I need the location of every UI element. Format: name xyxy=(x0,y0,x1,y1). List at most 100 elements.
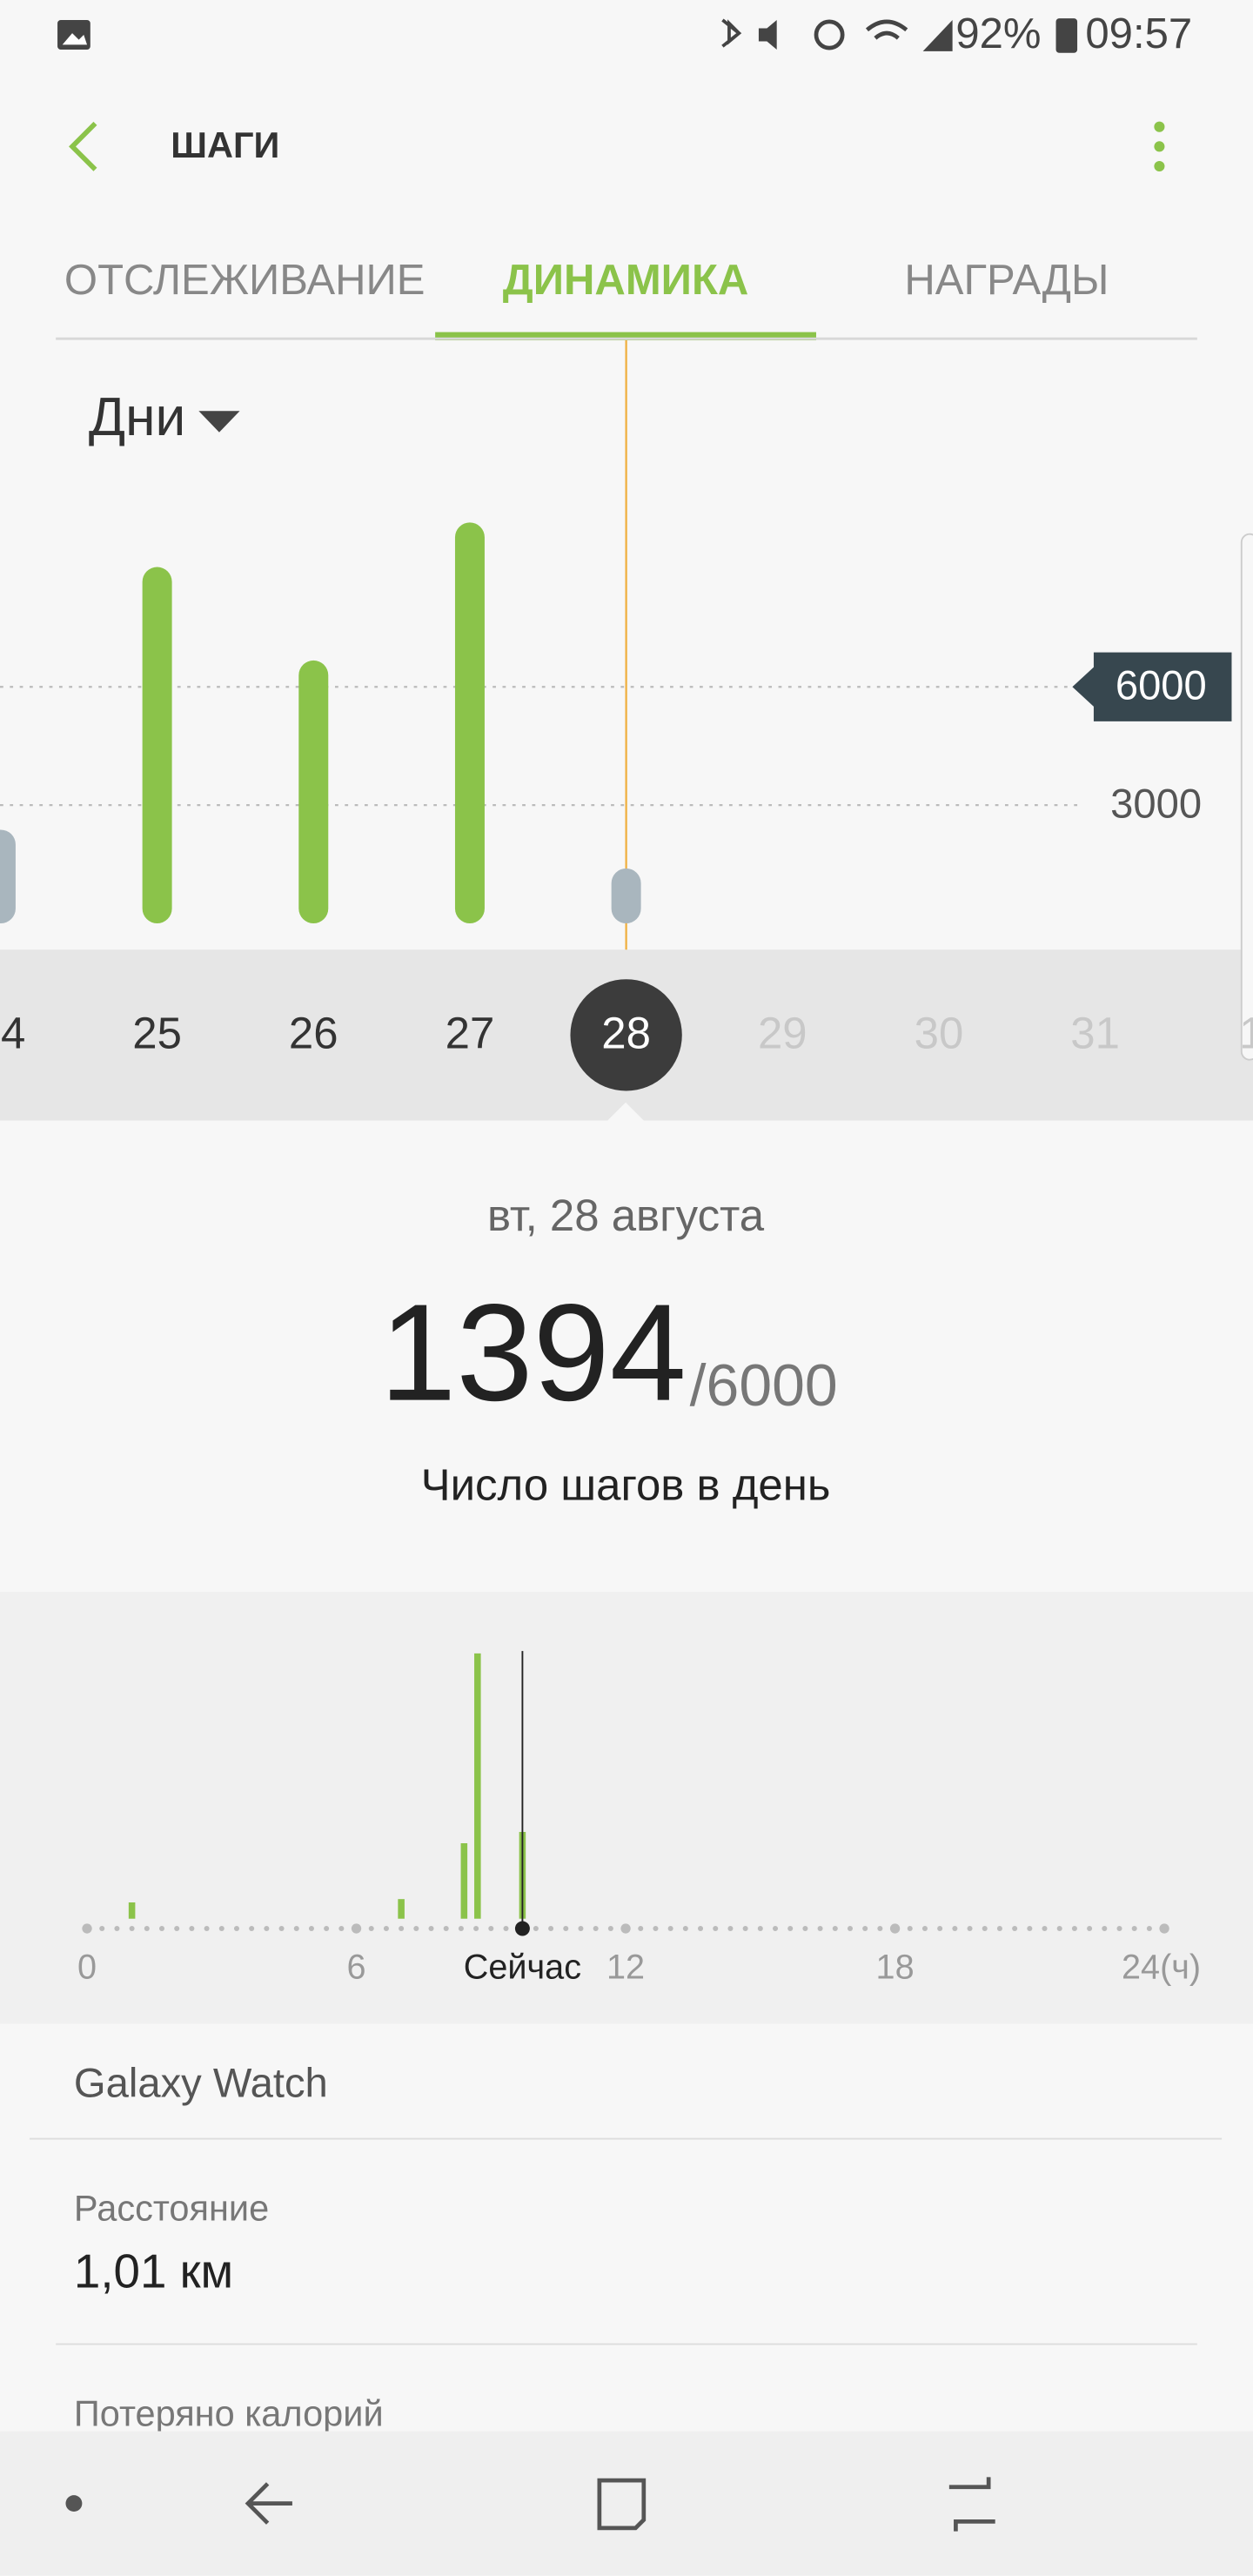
x-tick-label: 6 xyxy=(347,1949,366,1987)
axis-dot xyxy=(982,1926,988,1932)
y-tick-label: 3000 xyxy=(1110,780,1202,826)
screen-title: ШАГИ xyxy=(171,124,279,165)
period-dropdown-arrow[interactable] xyxy=(198,411,240,433)
axis-dot xyxy=(727,1926,734,1932)
nav-recent[interactable] xyxy=(948,2477,995,2532)
tabs: ОТСЛЕЖИВАНИЕ ДИНАМИКА НАГРАДЫ xyxy=(64,257,1109,341)
axis-dot xyxy=(877,1926,883,1932)
axis-dot xyxy=(653,1926,659,1932)
hour-bar xyxy=(128,1902,136,1919)
axis-dot xyxy=(638,1926,644,1932)
axis-dot xyxy=(1056,1926,1062,1932)
day-label[interactable]: 30 xyxy=(915,1009,964,1058)
device-name: Galaxy Watch xyxy=(74,2060,328,2106)
nav-back[interactable] xyxy=(245,2482,292,2525)
axis-dot xyxy=(413,1926,419,1932)
axis-dot xyxy=(548,1926,554,1932)
x-tick-label: 12 xyxy=(606,1949,645,1987)
step-goal: /6000 xyxy=(690,1352,838,1419)
goal-badge xyxy=(1072,652,1232,721)
axis-dot xyxy=(713,1926,719,1932)
more-button[interactable] xyxy=(1154,121,1165,172)
nav-home[interactable] xyxy=(597,2478,647,2531)
day-label[interactable]: 31 xyxy=(1070,1009,1120,1058)
gallery-icon-shape xyxy=(62,33,88,45)
axis-dot xyxy=(1116,1926,1122,1932)
axis-dot xyxy=(1131,1926,1137,1932)
selected-date: вт, 28 августа xyxy=(487,1191,765,1240)
axis-dot xyxy=(563,1926,569,1932)
axis-dot xyxy=(832,1926,838,1932)
clock: 09:57 xyxy=(1085,10,1192,57)
axis-dot xyxy=(787,1926,794,1932)
tab[interactable]: НАГРАДЫ xyxy=(904,257,1109,304)
axis-dot xyxy=(129,1926,135,1932)
selected-day xyxy=(570,979,682,1091)
axis-dot xyxy=(218,1926,224,1932)
nav-bar xyxy=(0,2431,1253,2576)
tab[interactable]: ОТСЛЕЖИВАНИЕ xyxy=(64,257,425,304)
axis-dot xyxy=(533,1926,539,1932)
x-tick-label: 18 xyxy=(876,1949,915,1987)
axis-dot xyxy=(99,1926,105,1932)
axis-dot xyxy=(443,1926,449,1932)
axis-dot xyxy=(338,1926,345,1932)
day-bar xyxy=(142,567,172,924)
axis-dot xyxy=(1102,1926,1108,1932)
axis-dot xyxy=(233,1926,239,1932)
axis-dot xyxy=(952,1926,958,1932)
day-label[interactable]: 1 xyxy=(1239,1009,1253,1058)
axis-dot xyxy=(682,1926,688,1932)
x-tick xyxy=(351,1923,362,1934)
axis-dot xyxy=(1087,1926,1093,1932)
x-tick xyxy=(1159,1923,1169,1934)
day-label[interactable]: 25 xyxy=(132,1009,182,1058)
axis-dot xyxy=(174,1926,180,1932)
axis-dot xyxy=(399,1926,405,1932)
step-count: 1394 xyxy=(379,1275,687,1430)
day-bar xyxy=(611,868,641,924)
axis-dot xyxy=(593,1926,599,1932)
axis-dot xyxy=(503,1926,509,1932)
tab[interactable]: ДИНАМИКА xyxy=(503,257,749,304)
tab-indicator xyxy=(435,332,816,341)
daily-chart: 3000 6000 24 25 26 27 28 29 30 31 1 xyxy=(0,340,1253,1091)
axis-dot xyxy=(921,1926,928,1932)
axis-dot xyxy=(204,1926,210,1932)
nav-dot[interactable] xyxy=(65,2495,83,2512)
stat-label: Расстояние xyxy=(74,2188,269,2229)
caption: Число шагов в день xyxy=(421,1460,831,1510)
pointer xyxy=(607,1102,644,1121)
axis-dot xyxy=(158,1926,165,1932)
day-bar xyxy=(298,660,329,924)
axis-dot xyxy=(428,1926,434,1932)
x-tick xyxy=(82,1923,92,1934)
day-label[interactable]: 29 xyxy=(758,1009,807,1058)
now-dot xyxy=(514,1921,530,1936)
axis-dot xyxy=(607,1926,613,1932)
scroll-handle xyxy=(1240,533,1253,1061)
day-label[interactable]: 24 xyxy=(0,1009,25,1058)
day-label[interactable]: 26 xyxy=(289,1009,338,1058)
x-tick-label: 0 xyxy=(77,1949,97,1987)
now-label: Сейчас xyxy=(464,1949,581,1987)
axis-dot xyxy=(862,1926,868,1932)
axis-dot xyxy=(817,1926,823,1932)
axis-dot xyxy=(1027,1926,1033,1932)
axis-dot xyxy=(847,1926,854,1932)
x-tick xyxy=(889,1923,901,1934)
hour-bar xyxy=(474,1653,481,1919)
axis-dot xyxy=(742,1926,748,1932)
day-label[interactable]: 27 xyxy=(446,1009,495,1058)
axis-dot xyxy=(667,1926,673,1932)
day-bar xyxy=(454,522,485,924)
stat-value: 1,01 км xyxy=(74,2244,233,2298)
hourly-chart: 0 6 12 18 24(ч) Сейчас xyxy=(77,1651,1201,1987)
hourly-panel xyxy=(0,1592,1253,2024)
back-button[interactable] xyxy=(69,121,97,171)
day-label[interactable]: 28 xyxy=(601,1009,651,1058)
axis-dot xyxy=(967,1926,973,1932)
period-selector[interactable]: Дни xyxy=(89,387,185,447)
